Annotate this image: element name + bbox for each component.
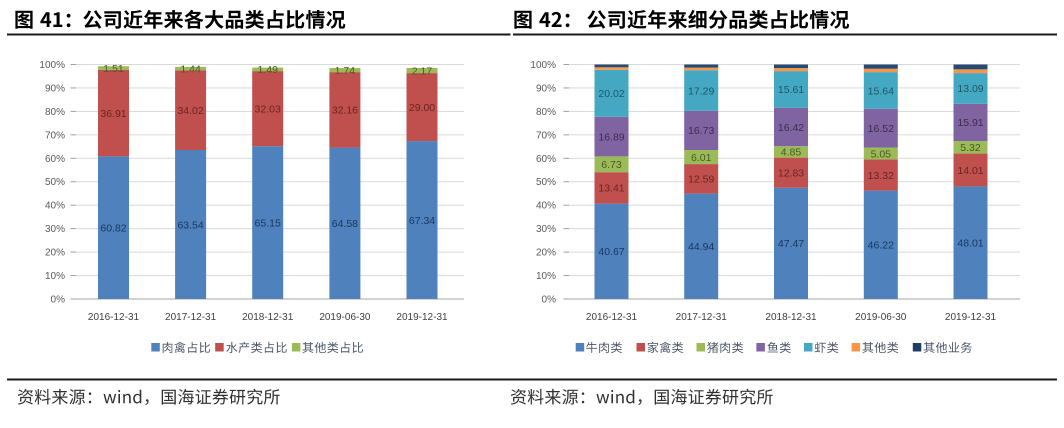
svg-text:10%: 10% <box>45 271 65 282</box>
svg-text:32.16: 32.16 <box>332 105 358 117</box>
svg-text:50%: 50% <box>45 177 65 188</box>
svg-text:2017-12-31: 2017-12-31 <box>676 312 728 323</box>
svg-text:16.89: 16.89 <box>598 131 624 143</box>
svg-text:6.73: 6.73 <box>601 159 622 171</box>
svg-text:47.47: 47.47 <box>778 238 804 250</box>
svg-text:90%: 90% <box>45 84 65 95</box>
svg-text:2017-12-31: 2017-12-31 <box>165 312 217 323</box>
svg-text:15.91: 15.91 <box>957 117 983 129</box>
svg-text:20%: 20% <box>45 248 65 259</box>
svg-text:40%: 40% <box>45 201 65 212</box>
svg-text:30%: 30% <box>536 224 556 235</box>
svg-text:32.03: 32.03 <box>255 104 281 116</box>
svg-text:80%: 80% <box>536 107 556 118</box>
svg-text:2018-12-31: 2018-12-31 <box>242 312 294 323</box>
svg-text:13.32: 13.32 <box>868 170 894 182</box>
svg-text:0%: 0% <box>51 295 66 306</box>
svg-text:50%: 50% <box>536 177 556 188</box>
svg-text:40.67: 40.67 <box>598 246 624 258</box>
svg-text:4.85: 4.85 <box>781 147 802 159</box>
svg-text:16.73: 16.73 <box>688 125 714 137</box>
svg-text:2019-12-31: 2019-12-31 <box>945 312 997 323</box>
svg-text:2016-12-31: 2016-12-31 <box>586 312 638 323</box>
svg-text:5.32: 5.32 <box>960 142 981 154</box>
svg-text:14.01: 14.01 <box>957 165 983 177</box>
svg-text:0%: 0% <box>542 295 557 306</box>
svg-text:90%: 90% <box>536 84 556 95</box>
svg-text:100%: 100% <box>39 60 65 71</box>
svg-text:60%: 60% <box>536 154 556 165</box>
svg-text:10%: 10% <box>536 271 556 282</box>
svg-text:1.49: 1.49 <box>257 64 278 76</box>
svg-text:13.09: 13.09 <box>957 83 983 95</box>
svg-text:67.34: 67.34 <box>409 215 435 227</box>
svg-text:34.02: 34.02 <box>177 105 203 117</box>
svg-text:15.64: 15.64 <box>868 85 894 97</box>
svg-text:16.52: 16.52 <box>868 123 894 135</box>
svg-text:46.22: 46.22 <box>868 240 894 252</box>
svg-text:13.41: 13.41 <box>598 183 624 195</box>
svg-text:2019-12-31: 2019-12-31 <box>396 312 448 323</box>
svg-text:60.82: 60.82 <box>100 223 126 235</box>
svg-text:65.15: 65.15 <box>255 217 281 229</box>
svg-text:100%: 100% <box>530 60 556 71</box>
svg-text:20.02: 20.02 <box>598 88 624 100</box>
svg-text:48.01: 48.01 <box>957 238 983 250</box>
svg-text:15.61: 15.61 <box>778 84 804 96</box>
svg-text:17.29: 17.29 <box>688 85 714 97</box>
svg-text:1.51: 1.51 <box>103 63 124 75</box>
svg-text:2018-12-31: 2018-12-31 <box>765 312 817 323</box>
svg-text:2016-12-31: 2016-12-31 <box>88 312 140 323</box>
svg-text:29.00: 29.00 <box>409 102 435 114</box>
svg-text:36.91: 36.91 <box>100 108 126 120</box>
svg-text:70%: 70% <box>45 130 65 141</box>
svg-text:2.17: 2.17 <box>412 65 433 77</box>
svg-text:2019-06-30: 2019-06-30 <box>855 312 907 323</box>
svg-text:16.42: 16.42 <box>778 122 804 134</box>
svg-text:12.83: 12.83 <box>778 167 804 179</box>
svg-text:5.05: 5.05 <box>871 148 892 160</box>
svg-text:63.54: 63.54 <box>177 219 203 231</box>
svg-text:1.74: 1.74 <box>335 65 356 77</box>
svg-text:64.58: 64.58 <box>332 218 358 230</box>
svg-text:1.44: 1.44 <box>180 63 201 75</box>
svg-text:44.94: 44.94 <box>688 241 714 253</box>
svg-text:70%: 70% <box>536 130 556 141</box>
svg-text:40%: 40% <box>536 201 556 212</box>
svg-text:12.59: 12.59 <box>688 174 714 186</box>
svg-text:6.01: 6.01 <box>691 152 712 164</box>
svg-text:60%: 60% <box>45 154 65 165</box>
svg-text:20%: 20% <box>536 248 556 259</box>
svg-text:2019-06-30: 2019-06-30 <box>319 312 371 323</box>
svg-text:80%: 80% <box>45 107 65 118</box>
svg-text:30%: 30% <box>45 224 65 235</box>
